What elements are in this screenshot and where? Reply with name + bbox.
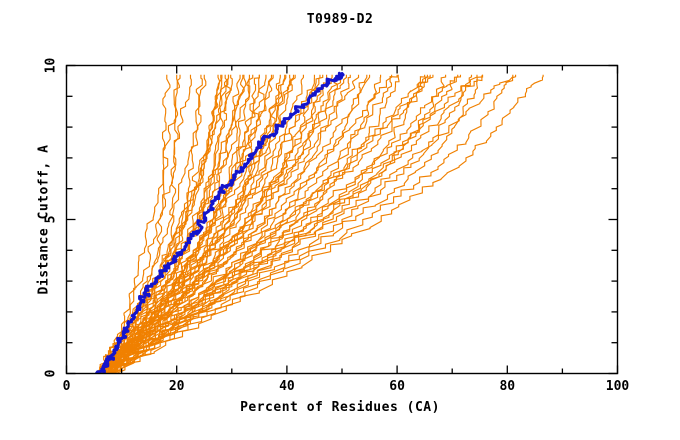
model-curve [110, 74, 484, 374]
model-curve [110, 74, 434, 374]
model-curve [99, 74, 228, 374]
model-curve [104, 74, 382, 374]
model-curve [99, 74, 360, 374]
model-curve [101, 74, 286, 374]
model-curve [107, 74, 459, 374]
model-curve [97, 74, 192, 374]
model-curve [115, 74, 514, 374]
x-tick-label: 20 [168, 379, 185, 394]
model-curve [100, 74, 260, 374]
y-tick-label: 10 [43, 57, 59, 73]
model-curve [99, 74, 324, 374]
y-tick-label: 5 [43, 215, 59, 223]
model-curve [110, 74, 431, 374]
model-curve [110, 74, 544, 374]
model-curve [99, 74, 230, 374]
x-tick-label: 80 [499, 379, 516, 394]
axis-layer [65, 64, 619, 375]
x-tick-label: 60 [389, 379, 405, 394]
series-layer [94, 71, 544, 374]
x-tick-label: 100 [605, 379, 630, 394]
model-curve [104, 74, 428, 374]
x-axis-label: Percent of Residues (CA) [240, 400, 440, 415]
model-curve [110, 74, 517, 374]
model-curve [99, 74, 247, 374]
series-group [94, 71, 544, 374]
x-tick-label: 40 [279, 379, 295, 394]
model-curve [102, 74, 393, 374]
model-curve [107, 74, 347, 374]
highlight-curve [95, 71, 345, 374]
x-tick-label: 0 [62, 379, 71, 394]
model-curve [107, 74, 484, 374]
y-tick-label: 0 [43, 369, 59, 377]
model-curve [97, 74, 181, 374]
chart-title: T0989-D2 [306, 12, 374, 27]
model-curve [104, 74, 295, 374]
model-curve [113, 74, 478, 374]
